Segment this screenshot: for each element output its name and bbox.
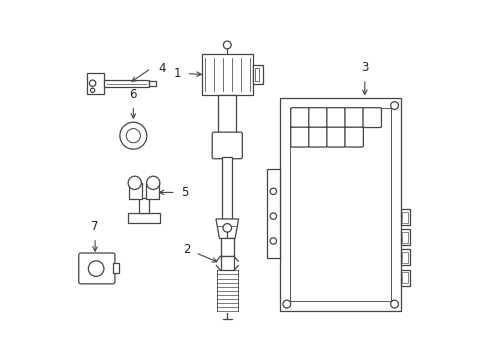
Bar <box>219 95 236 138</box>
Bar <box>280 99 401 311</box>
Bar <box>402 252 408 263</box>
Circle shape <box>91 88 95 93</box>
Circle shape <box>270 188 276 194</box>
Bar <box>253 65 263 84</box>
Text: 4: 4 <box>159 62 167 75</box>
Circle shape <box>128 176 142 189</box>
Bar <box>401 209 410 225</box>
Bar <box>222 157 232 219</box>
Circle shape <box>120 122 147 149</box>
FancyBboxPatch shape <box>309 108 327 127</box>
Bar <box>255 68 259 81</box>
FancyBboxPatch shape <box>309 127 327 147</box>
Circle shape <box>147 176 160 189</box>
Bar <box>291 108 391 301</box>
Bar <box>129 183 142 199</box>
Bar <box>402 212 408 222</box>
Text: 3: 3 <box>361 61 368 74</box>
FancyBboxPatch shape <box>327 127 345 147</box>
Text: 5: 5 <box>181 186 189 199</box>
Bar <box>146 183 159 199</box>
Text: 2: 2 <box>183 243 191 256</box>
Bar <box>402 272 408 283</box>
Bar <box>402 232 408 243</box>
Circle shape <box>270 213 276 219</box>
Bar <box>104 80 148 87</box>
Bar <box>221 238 234 256</box>
Circle shape <box>283 300 291 308</box>
FancyBboxPatch shape <box>212 132 243 159</box>
FancyBboxPatch shape <box>327 108 345 127</box>
Bar <box>139 198 149 213</box>
FancyBboxPatch shape <box>345 127 364 147</box>
Text: 1: 1 <box>174 67 181 80</box>
Bar <box>220 256 234 270</box>
Bar <box>202 54 253 95</box>
Bar <box>401 249 410 265</box>
Bar <box>128 213 160 222</box>
Circle shape <box>391 300 398 308</box>
Text: 7: 7 <box>91 220 99 233</box>
Bar <box>113 262 119 273</box>
Bar <box>401 270 410 285</box>
Bar <box>401 229 410 245</box>
Circle shape <box>126 129 141 143</box>
Circle shape <box>223 224 232 232</box>
Circle shape <box>223 41 231 49</box>
Circle shape <box>270 238 276 244</box>
Circle shape <box>391 102 398 109</box>
Bar <box>148 81 156 86</box>
Circle shape <box>88 261 104 276</box>
Text: 6: 6 <box>129 88 137 101</box>
Bar <box>87 73 104 94</box>
FancyBboxPatch shape <box>79 253 115 284</box>
Polygon shape <box>216 219 239 238</box>
FancyBboxPatch shape <box>291 108 309 127</box>
FancyBboxPatch shape <box>291 127 309 147</box>
FancyBboxPatch shape <box>345 108 364 127</box>
Circle shape <box>89 80 96 86</box>
Bar <box>267 168 280 258</box>
FancyBboxPatch shape <box>363 108 381 127</box>
